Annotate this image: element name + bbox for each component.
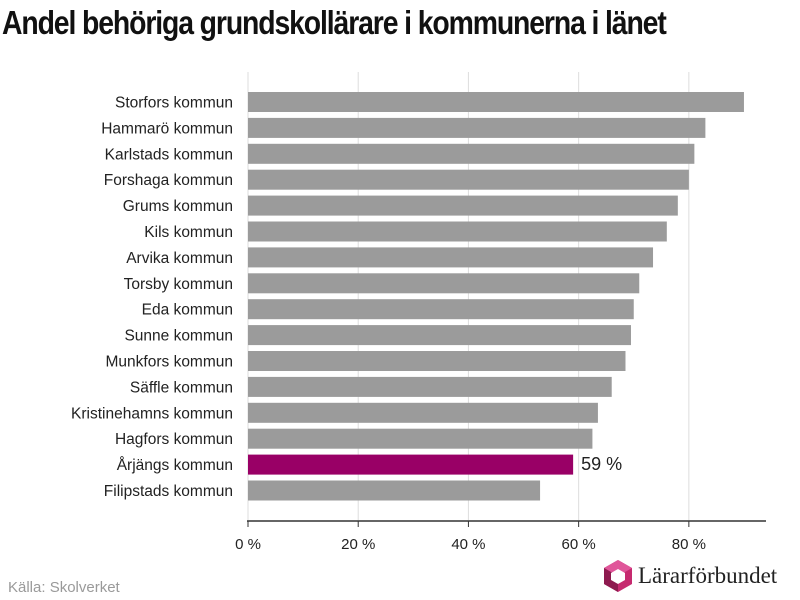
category-label-7: Torsby kommun (124, 276, 233, 293)
source-note: Källa: Skolverket (8, 579, 120, 596)
brand-logo-block: Lärarförbundet (602, 558, 798, 594)
bar-11 (248, 376, 612, 397)
bar-4 (248, 195, 678, 216)
x-tick-label-4: 80 % (672, 536, 706, 553)
bar-6 (248, 247, 654, 268)
bar-8 (248, 299, 634, 320)
category-label-2: Karlstads kommun (105, 146, 233, 163)
bar-5 (248, 221, 667, 242)
category-label-5: Kils kommun (144, 224, 233, 241)
bar-2 (248, 143, 695, 164)
category-label-11: Säffle kommun (130, 379, 233, 396)
bar-1 (248, 117, 706, 138)
category-label-3: Forshaga kommun (104, 172, 233, 189)
lararforbundet-logo-icon (604, 560, 632, 592)
category-label-9: Sunne kommun (124, 328, 233, 345)
category-label-15: Filipstads kommun (104, 483, 233, 500)
category-label-1: Hammarö kommun (101, 120, 233, 137)
bar-7 (248, 273, 640, 294)
x-tick-label-2: 40 % (451, 536, 485, 553)
category-label-12: Kristinehamns kommun (71, 405, 233, 422)
bar-12 (248, 402, 598, 423)
category-label-4: Grums kommun (123, 198, 233, 215)
bar-chart: Storfors kommun Hammarö kommun Karlstads k… (71, 72, 766, 553)
bar-13 (248, 428, 593, 449)
chart-title: Andel behöriga grundskollärare i kommune… (2, 4, 667, 41)
x-tick-label-0: 0 % (235, 536, 261, 553)
category-label-13: Hagfors kommun (115, 431, 233, 448)
category-label-6: Arvika kommun (126, 250, 233, 267)
x-tick-label-3: 60 % (562, 536, 596, 553)
x-tick-label-1: 20 % (341, 536, 375, 553)
bar-15 (248, 480, 541, 501)
data-label-highlight: 59 % (581, 454, 622, 474)
category-label-14: Årjängs kommun (117, 457, 233, 474)
category-label-10: Munkfors kommun (106, 354, 233, 371)
bar-3 (248, 169, 689, 190)
category-label-0: Storfors kommun (115, 95, 233, 112)
bar-14 (248, 454, 574, 475)
bar-9 (248, 325, 631, 346)
bar-10 (248, 351, 626, 371)
brand-name: Lärarförbundet (638, 563, 778, 588)
bar-0 (248, 92, 744, 112)
category-label-8: Eda kommun (142, 302, 233, 319)
